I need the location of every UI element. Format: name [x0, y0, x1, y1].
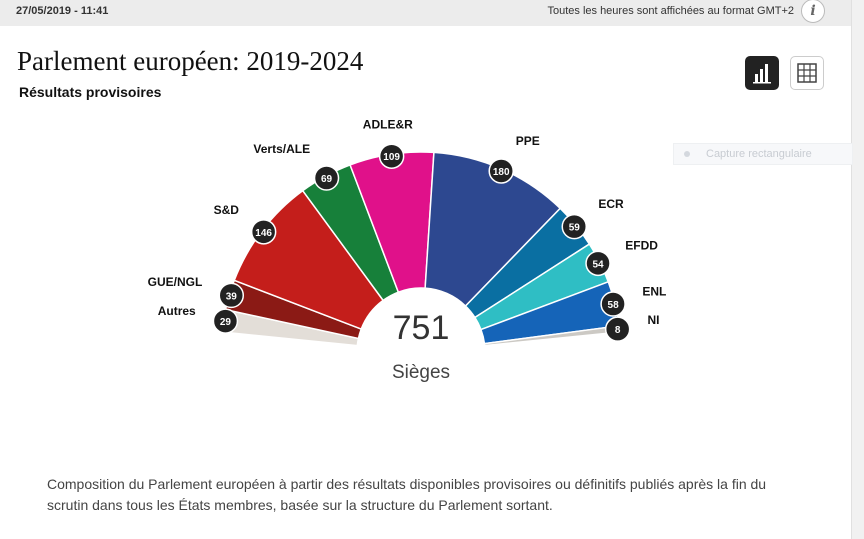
seat-value-0: 29	[220, 317, 232, 328]
parliament-chart: 29 Autres 39 GUE/NGL 146 S&D 69 Verts/ALE 109 ADL…	[148, 117, 667, 383]
party-label-9: NI	[648, 313, 660, 327]
seat-badge-4	[378, 143, 405, 169]
seat-badge-5	[488, 158, 514, 184]
party-label-2: S&D	[214, 203, 240, 217]
bar-chart-icon	[753, 64, 771, 84]
seat-value-5: 180	[493, 167, 510, 178]
seat-value-3: 69	[321, 174, 333, 185]
sector-5[interactable]	[424, 151, 562, 308]
seat-value-2: 146	[255, 228, 272, 239]
party-label-5: PPE	[516, 134, 540, 148]
total-seats-number: 751	[393, 309, 450, 347]
scrollbar[interactable]	[851, 0, 864, 539]
party-label-8: ENL	[642, 285, 666, 299]
party-label-0: Autres	[158, 304, 196, 318]
seat-badge-6	[561, 213, 588, 240]
capture-dot-icon	[684, 151, 690, 157]
seat-badge-1	[218, 282, 245, 309]
capture-label: Capture rectangulaire	[706, 148, 812, 160]
top-bar: 27/05/2019 - 11:41 Toutes les heures son…	[0, 0, 852, 26]
party-label-6: ECR	[598, 197, 624, 211]
info-icon[interactable]: i	[801, 0, 825, 23]
chart-description: Composition du Parlement européen à part…	[47, 476, 767, 513]
datetime-stamp: 27/05/2019 - 11:41	[16, 5, 109, 17]
seat-badge-2	[250, 219, 277, 245]
grid-icon	[797, 63, 817, 83]
seat-badge-9	[604, 316, 631, 342]
chart-view-button[interactable]	[745, 56, 779, 90]
table-view-button[interactable]	[790, 56, 824, 90]
seat-value-8: 58	[608, 300, 620, 311]
timezone-note: Toutes les heures sont affichées au form…	[547, 5, 794, 17]
page-subtitle: Résultats provisoires	[19, 84, 162, 100]
party-label-4: ADLE&R	[363, 117, 413, 131]
seat-value-6: 59	[569, 223, 581, 234]
seat-value-9: 8	[615, 325, 621, 336]
seat-badge-0	[212, 308, 239, 334]
seat-value-1: 39	[226, 291, 238, 302]
party-label-1: GUE/NGL	[148, 275, 203, 289]
seat-badge-3	[313, 165, 340, 191]
capture-overlay: Capture rectangulaire	[673, 143, 853, 165]
seat-value-7: 54	[592, 259, 604, 270]
party-label-7: EFDD	[625, 239, 658, 253]
total-seats-label: Sièges	[392, 362, 450, 383]
seat-value-4: 109	[383, 152, 400, 163]
page-title: Parlement européen: 2019-2024	[17, 46, 364, 76]
party-label-3: Verts/ALE	[253, 142, 310, 156]
seat-badge-7	[585, 250, 611, 277]
seat-badge-8	[600, 291, 626, 317]
